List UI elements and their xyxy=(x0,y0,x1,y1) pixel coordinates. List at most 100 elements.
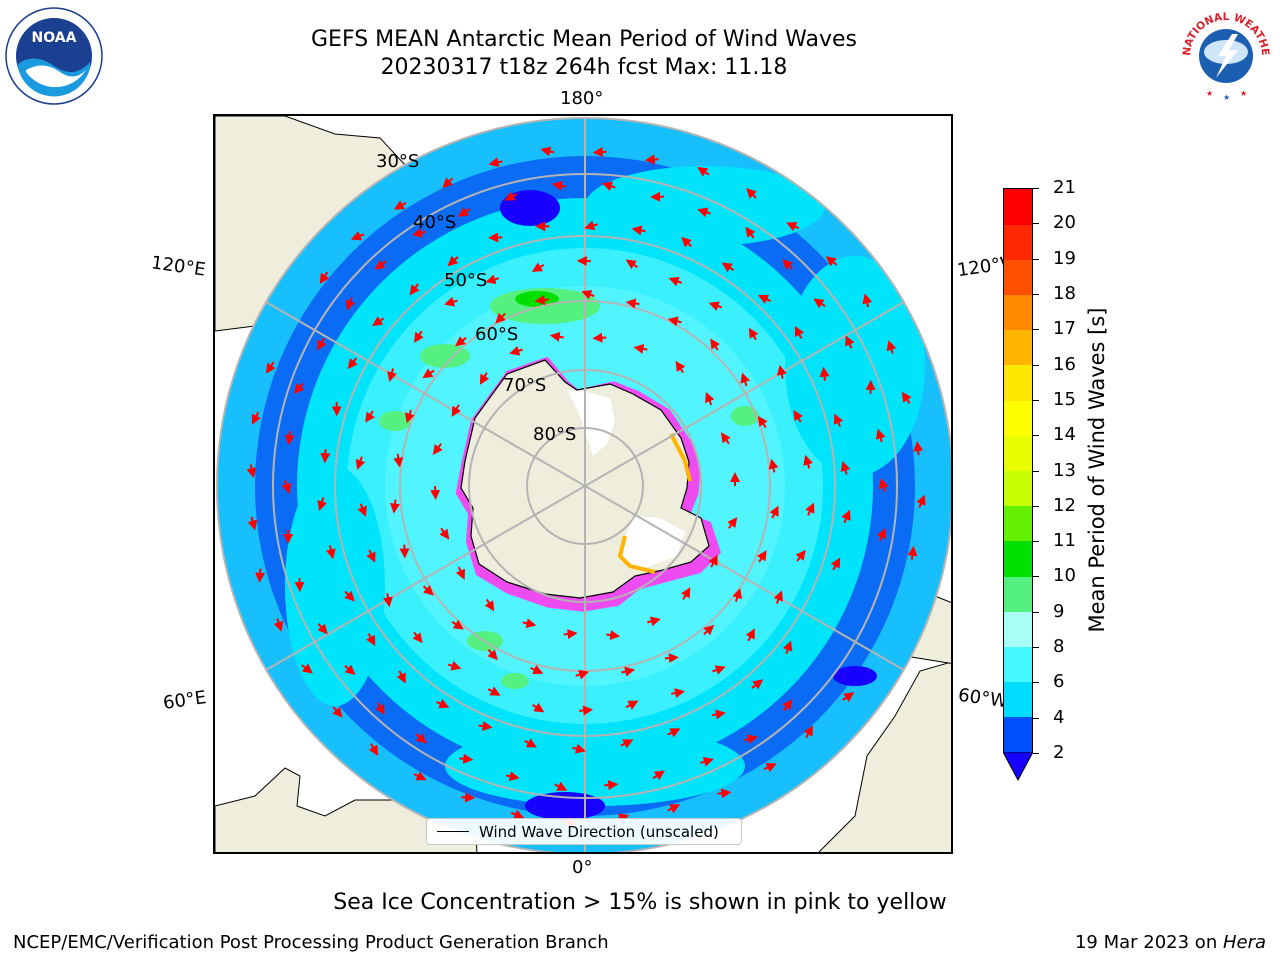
direction-arrow xyxy=(495,312,506,324)
direction-arrow xyxy=(763,763,777,773)
colorbar-tick-mark xyxy=(1033,541,1039,543)
lon-label-60w: 60°W xyxy=(956,684,1009,713)
colorbar-segment xyxy=(1004,435,1032,471)
footer-credit: NCEP/EMC/Verification Post Processing Pr… xyxy=(13,932,609,953)
lat-label-60s: 60°S xyxy=(475,324,519,345)
direction-arrow xyxy=(697,207,711,218)
direction-arrow xyxy=(531,702,545,713)
colorbar-tick-mark xyxy=(1033,682,1039,684)
svg-text:★: ★ xyxy=(1240,89,1247,98)
direction-arrow xyxy=(393,453,404,468)
noaa-logo: NOAA xyxy=(4,6,104,106)
direction-arrow xyxy=(549,331,564,342)
colorbar-segment xyxy=(1004,329,1032,366)
direction-arrow xyxy=(485,274,500,285)
direction-arrow xyxy=(805,502,815,516)
direction-arrow xyxy=(671,688,685,698)
direction-arrow xyxy=(487,649,498,661)
direction-arrow xyxy=(667,804,681,814)
direction-arrow xyxy=(793,409,803,423)
colorbar-tick-mark xyxy=(1033,399,1039,401)
direction-arrow xyxy=(675,360,686,374)
direction-arrow xyxy=(876,527,887,542)
direction-arrow xyxy=(710,338,720,351)
direction-arrow xyxy=(875,428,886,443)
direction-arrow xyxy=(488,157,503,168)
colorbar-tick-label: 18 xyxy=(1053,282,1076,304)
direction-arrow xyxy=(803,725,813,739)
lon-label-120e: 120°E xyxy=(149,252,207,281)
colorbar-tick-label: 19 xyxy=(1053,247,1076,269)
direction-arrow xyxy=(751,679,764,690)
direction-arrow xyxy=(833,413,844,427)
direction-arrow xyxy=(717,788,732,799)
direction-arrow xyxy=(907,545,918,560)
nws-logo: NATIONAL WEATHER SERVICE ★ ★ ★ xyxy=(1172,0,1276,104)
direction-arrow xyxy=(913,441,924,456)
direction-arrow xyxy=(745,628,755,642)
direction-arrow xyxy=(350,231,365,241)
direction-arrow xyxy=(720,432,731,445)
direction-arrow xyxy=(317,623,328,635)
colorbar-segment xyxy=(1004,681,1032,718)
colorbar-segment xyxy=(1004,540,1032,577)
lat-label-40s: 40°S xyxy=(413,212,457,233)
direction-arrow xyxy=(886,340,897,354)
direction-arrow xyxy=(786,222,800,232)
colorbar-tick-mark xyxy=(1033,329,1039,331)
direction-arrow xyxy=(294,382,305,395)
colorbar-tick-mark xyxy=(1033,188,1039,189)
footer-date: 19 Mar 2023 on Hera xyxy=(1074,932,1266,953)
direction-arrow xyxy=(773,590,784,604)
direction-arrow xyxy=(375,702,385,716)
direction-arrow xyxy=(572,743,586,754)
direction-arrow xyxy=(461,792,476,803)
direction-arrow xyxy=(455,566,466,580)
direction-arrow xyxy=(439,527,450,540)
colorbar-segment xyxy=(1004,364,1032,401)
direction-arrow xyxy=(668,276,683,287)
direction-arrow xyxy=(563,629,578,640)
direction-arrow xyxy=(803,454,813,469)
direction-arrow xyxy=(531,262,545,272)
direction-arrow xyxy=(601,181,616,192)
colorbar-tick-mark xyxy=(1033,364,1039,366)
direction-arrow xyxy=(415,733,427,744)
colorbar-segment xyxy=(1004,505,1032,542)
direction-arrow xyxy=(740,372,750,387)
direction-arrow xyxy=(794,325,804,339)
direction-arrow xyxy=(901,391,912,404)
direction-arrow xyxy=(727,516,738,529)
colorbar-tick-label: 14 xyxy=(1053,424,1076,446)
direction-arrow xyxy=(413,330,424,343)
direction-arrow xyxy=(575,669,590,680)
direction-arrow xyxy=(776,364,787,379)
direction-arrow xyxy=(347,357,358,370)
direction-arrow xyxy=(712,665,726,675)
colorbar-tick-label: 4 xyxy=(1053,706,1065,728)
direction-arrow xyxy=(782,640,793,655)
direction-arrow xyxy=(413,771,427,781)
direction-arrow xyxy=(317,337,327,351)
colorbar-tick-label: 8 xyxy=(1053,636,1065,658)
direction-arrow xyxy=(344,664,356,675)
direction-arrow xyxy=(325,545,336,560)
colorbar-segment xyxy=(1004,716,1032,753)
direction-arrow xyxy=(748,327,759,341)
colorbar-tick-mark xyxy=(1033,223,1039,225)
colorbar-tick-label: 21 xyxy=(1053,177,1076,198)
direction-arrow xyxy=(457,207,471,217)
colorbar-segment xyxy=(1004,400,1032,436)
direction-arrow xyxy=(393,200,407,210)
lon-label-180: 180° xyxy=(560,88,604,109)
direction-arrow xyxy=(644,154,659,165)
direction-arrow xyxy=(625,298,640,309)
legend-label: Wind Wave Direction (unscaled) xyxy=(479,822,719,841)
direction-arrow xyxy=(534,295,549,305)
direction-arrow xyxy=(700,757,714,767)
direction-arrow xyxy=(317,497,327,512)
colorbar-segment xyxy=(1004,470,1032,507)
graticule xyxy=(216,117,951,852)
direction-arrow xyxy=(345,297,356,311)
colorbar-segment xyxy=(1004,259,1032,296)
